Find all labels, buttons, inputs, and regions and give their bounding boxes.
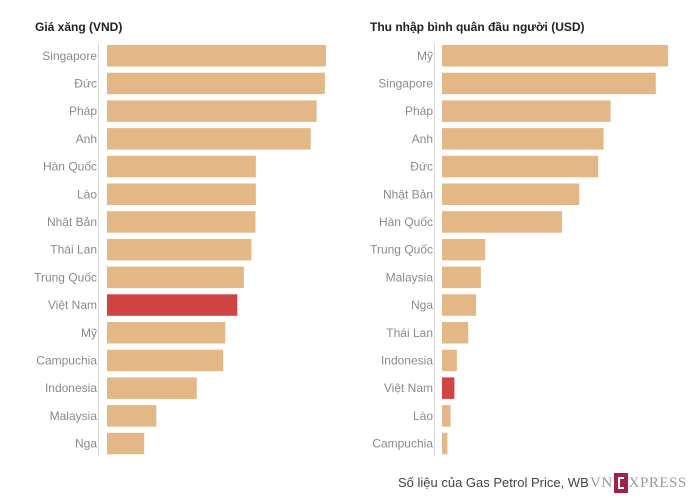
chart-1: Giá xăng (VND) Singapore Đức Pháp Anh Hàn Quố… [34, 20, 326, 457]
source-caption: Số liệu của Gas Petrol Price, WB [398, 475, 589, 490]
tick-label-lao: Lào [77, 187, 97, 201]
tick-label-campuchia: Campuchia [36, 353, 97, 367]
bar-duc [442, 155, 599, 178]
bar-nhat-ban [107, 211, 256, 233]
bar-indonesia [107, 377, 197, 399]
bar-lao [442, 405, 451, 427]
bar-han-quoc [442, 211, 562, 233]
tick-label-nhat-ban: Nhật Bản [47, 215, 97, 229]
tick-label-campuchia: Campuchia [372, 437, 433, 451]
tick-label-malaysia: Malaysia [386, 270, 434, 284]
tick-label-anh: Anh [76, 132, 97, 146]
bar-nga [442, 294, 477, 316]
tick-label-indonesia: Indonesia [45, 381, 97, 395]
bar-thai-lan [107, 238, 252, 261]
tick-label-my: Mỹ [417, 49, 433, 63]
tick-label-singapore: Singapore [378, 76, 433, 90]
chart-2-title: Thu nhập bình quân đầu người (USD) [370, 20, 585, 34]
tick-label-thai-lan: Thái Lan [386, 326, 433, 340]
tick-label-nga: Nga [411, 298, 433, 312]
charts-canvas: Giá xăng (VND) Singapore Đức Pháp Anh Hàn Quố… [34, 20, 668, 457]
bar-singapore [442, 72, 656, 95]
bar-trung-quoc [442, 238, 486, 261]
bar-thai-lan [442, 322, 469, 344]
bar-phap [442, 100, 611, 122]
tick-label-phap: Pháp [69, 104, 97, 118]
tick-label-trung-quoc: Trung Quốc [370, 243, 433, 257]
tick-label-duc: Đức [74, 76, 97, 90]
tick-label-trung-quoc: Trung Quốc [34, 270, 97, 284]
bar-indonesia [442, 349, 457, 372]
logo-text-left: VN [590, 474, 613, 491]
tick-label-anh: Anh [412, 132, 433, 146]
tick-label-phap: Pháp [405, 104, 433, 118]
bar-lao [107, 183, 256, 205]
bar-viet-nam [442, 377, 455, 399]
tick-label-malaysia: Malaysia [50, 409, 98, 423]
vnexpress-logo: VN XPRESS [590, 471, 687, 495]
bar-phap [107, 100, 317, 122]
tick-label-indonesia: Indonesia [381, 353, 433, 367]
tick-label-nga: Nga [75, 437, 97, 451]
chart-2: Thu nhập bình quân đầu người (USD) Mỹ Sing… [370, 20, 668, 457]
tick-label-thai-lan: Thái Lan [50, 243, 97, 257]
tick-label-duc: Đức [410, 160, 433, 174]
logo-text-right: XPRESS [628, 474, 687, 491]
bar-nhat-ban [442, 183, 580, 205]
bar-malaysia [107, 405, 157, 427]
bar-my [442, 45, 668, 67]
bar-nga [107, 432, 145, 455]
chart-1-title: Giá xăng (VND) [35, 20, 122, 34]
bar-anh [442, 128, 604, 150]
bar-han-quoc [107, 155, 256, 178]
bar-malaysia [442, 266, 481, 289]
tick-label-han-quoc: Hàn Quốc [43, 160, 97, 174]
bar-anh [107, 128, 311, 150]
bar-duc [107, 72, 325, 95]
tick-label-singapore: Singapore [42, 49, 97, 63]
bar-viet-nam [107, 294, 238, 316]
bar-trung-quoc [107, 266, 244, 289]
tick-label-my: Mỹ [81, 326, 97, 340]
tick-label-lao: Lào [413, 409, 433, 423]
tick-label-han-quoc: Hàn Quốc [379, 215, 433, 229]
bar-campuchia [442, 432, 448, 455]
tick-label-viet-nam: Việt Nam [384, 381, 433, 395]
bar-singapore [107, 45, 326, 67]
bar-my [107, 322, 226, 344]
tick-label-viet-nam: Việt Nam [48, 298, 97, 312]
tick-label-nhat-ban: Nhật Bản [383, 187, 433, 201]
logo-e-mark-icon [613, 473, 628, 493]
bar-campuchia [107, 349, 224, 372]
